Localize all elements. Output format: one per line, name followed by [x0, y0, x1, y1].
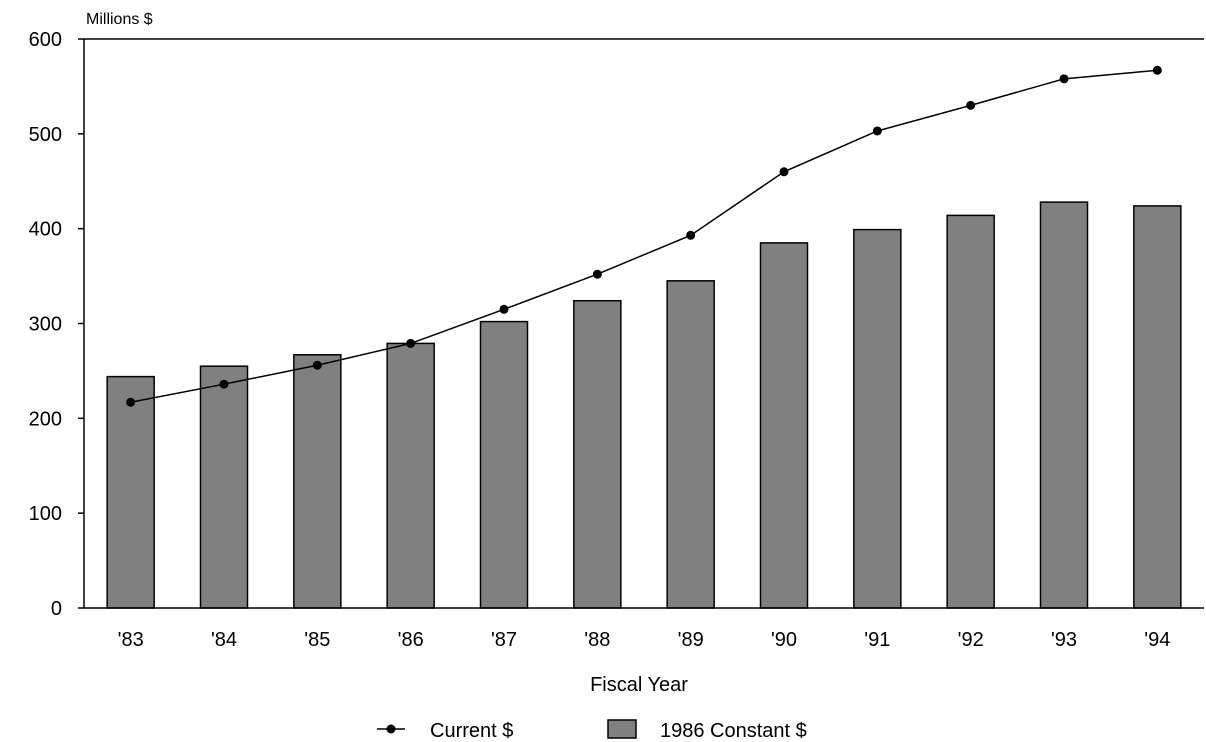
x-tick-label-1: '84 [211, 629, 237, 651]
y-tick-label-2: 200 [29, 408, 62, 430]
bar-3 [386, 342, 435, 609]
x-tick-label-8: '91 [864, 629, 890, 651]
x-tick-label-9: '92 [958, 629, 984, 651]
line-point-4 [499, 304, 509, 314]
line-layer [126, 65, 1162, 407]
x-axis-title: Fiscal Year [590, 674, 688, 696]
line-point-2 [312, 360, 322, 370]
x-tick-label-5: '88 [584, 629, 610, 651]
bar-10 [1039, 201, 1089, 609]
current-dollars-line [130, 69, 1158, 403]
line-point-3 [406, 338, 416, 348]
x-tick-label-7: '90 [771, 629, 797, 651]
axis-layer [78, 38, 1204, 609]
line-point-10 [1059, 74, 1069, 84]
y-tick-label-0: 0 [51, 598, 62, 620]
bar-5 [573, 299, 622, 609]
bar-9 [946, 214, 995, 609]
line-point-6 [686, 230, 696, 240]
bars-layer [106, 201, 1182, 609]
bar-0 [106, 375, 155, 609]
x-tick-label-10: '93 [1051, 629, 1077, 651]
y-tick-label-3: 300 [29, 314, 62, 336]
x-tick-label-0: '83 [118, 629, 144, 651]
x-tick-label-4: '87 [491, 629, 517, 651]
x-tick-label-6: '89 [678, 629, 704, 651]
y-tick-label-6: 600 [29, 29, 62, 51]
y-tick-labels: 0 100 200 300 400 500 600 [29, 29, 62, 620]
legend: Current $ 1986 Constant $ [377, 719, 807, 742]
bar-2 [293, 354, 342, 609]
legend-constant-label: 1986 Constant $ [660, 720, 807, 742]
bar-8 [853, 228, 902, 609]
legend-current-label: Current $ [430, 720, 513, 742]
legend-item-constant: 1986 Constant $ [607, 719, 807, 742]
x-tick-labels: '83 '84 '85 '86 '87 '88 '89 '90 '91 '92 '93 '94 [118, 629, 1171, 651]
line-point-11 [1152, 65, 1162, 75]
line-point-1 [219, 379, 229, 389]
line-point-8 [872, 126, 882, 136]
bar-4 [479, 320, 529, 609]
bar-7 [759, 242, 809, 609]
y-tick-label-5: 500 [29, 124, 62, 146]
y-tick-label-4: 400 [29, 219, 62, 241]
line-point-0 [126, 397, 136, 407]
legend-item-current: Current $ [377, 720, 513, 742]
legend-line-marker [386, 724, 396, 734]
x-tick-label-3: '86 [398, 629, 424, 651]
y-axis-unit-label: Millions $ [86, 11, 153, 28]
y-tick-label-1: 100 [29, 503, 62, 525]
bar-1 [199, 365, 249, 609]
legend-bar-swatch [607, 719, 637, 739]
x-tick-label-11: '94 [1144, 629, 1170, 651]
line-point-5 [592, 269, 602, 279]
x-tick-label-2: '85 [304, 629, 330, 651]
bar-11 [1133, 205, 1182, 609]
line-point-7 [779, 167, 789, 177]
bar-6 [666, 280, 715, 609]
line-point-9 [966, 100, 976, 110]
